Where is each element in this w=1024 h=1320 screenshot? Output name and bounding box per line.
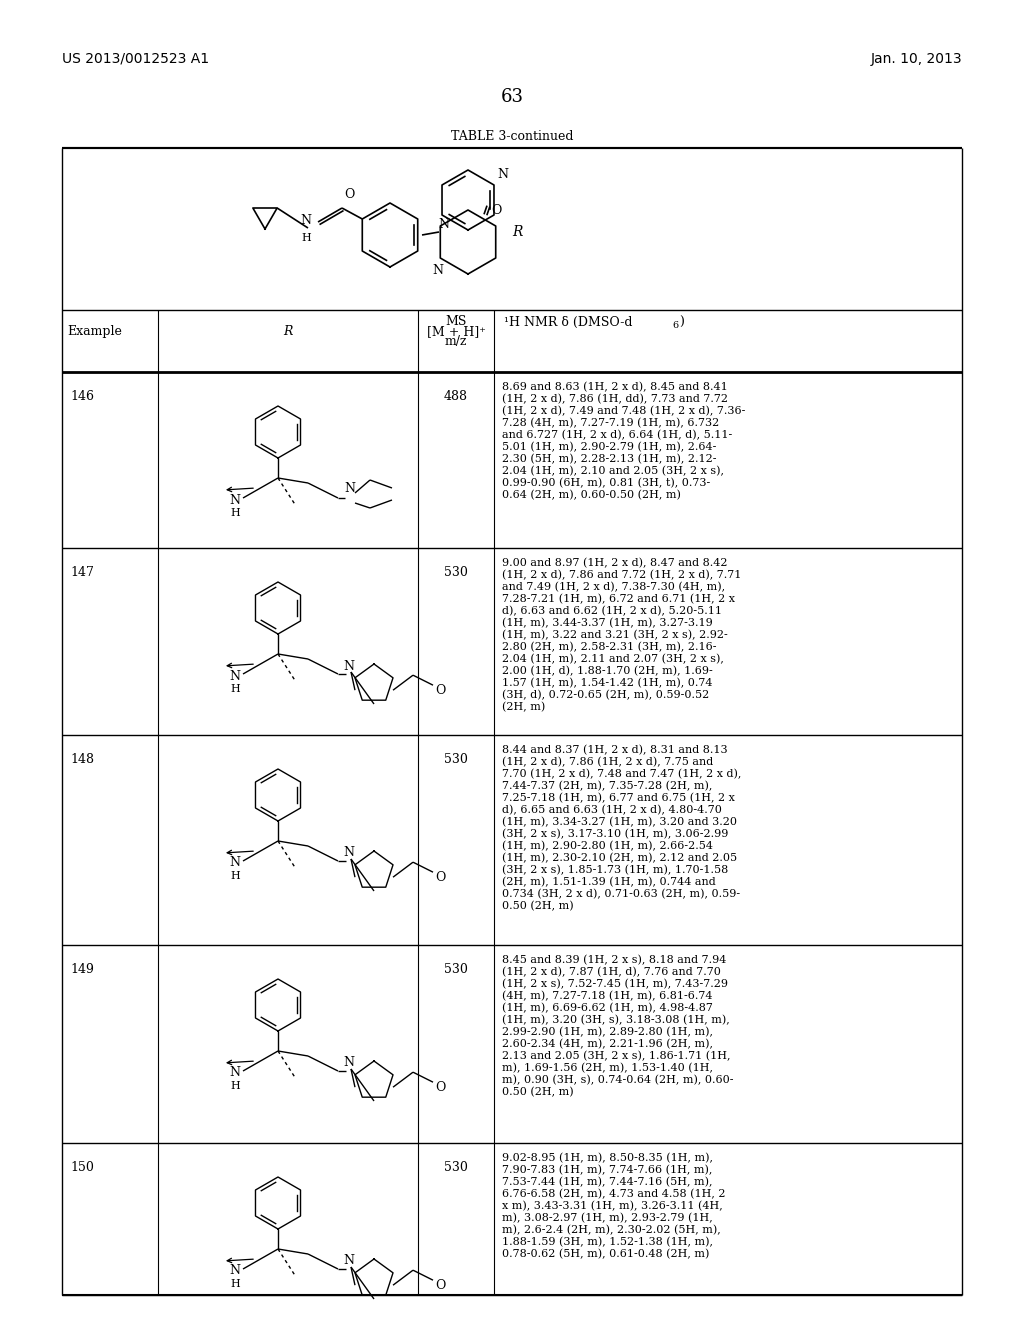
Text: H: H bbox=[230, 1279, 240, 1290]
Text: O: O bbox=[435, 684, 445, 697]
Text: H: H bbox=[230, 871, 240, 880]
Text: O: O bbox=[435, 871, 445, 883]
Text: m/z: m/z bbox=[444, 335, 467, 348]
Text: 530: 530 bbox=[444, 566, 468, 579]
Text: R: R bbox=[284, 325, 293, 338]
Text: MS: MS bbox=[445, 315, 467, 327]
Text: 8.69 and 8.63 (1H, 2 x d), 8.45 and 8.41
(1H, 2 x d), 7.86 (1H, dd), 7.73 and 7.: 8.69 and 8.63 (1H, 2 x d), 8.45 and 8.41… bbox=[502, 381, 745, 500]
Text: H: H bbox=[230, 508, 240, 517]
Text: 150: 150 bbox=[70, 1162, 94, 1173]
Text: N: N bbox=[344, 482, 355, 495]
Text: O: O bbox=[344, 187, 354, 201]
Text: N: N bbox=[343, 660, 354, 672]
Text: N: N bbox=[343, 1056, 354, 1069]
Text: 149: 149 bbox=[70, 964, 94, 975]
Text: 530: 530 bbox=[444, 1162, 468, 1173]
Text: ¹H NMR δ (DMSO-d: ¹H NMR δ (DMSO-d bbox=[504, 315, 633, 329]
Text: 9.00 and 8.97 (1H, 2 x d), 8.47 and 8.42
(1H, 2 x d), 7.86 and 7.72 (1H, 2 x d),: 9.00 and 8.97 (1H, 2 x d), 8.47 and 8.42… bbox=[502, 558, 741, 713]
Text: 8.45 and 8.39 (1H, 2 x s), 8.18 and 7.94
(1H, 2 x d), 7.87 (1H, d), 7.76 and 7.7: 8.45 and 8.39 (1H, 2 x s), 8.18 and 7.94… bbox=[502, 954, 733, 1097]
Text: Jan. 10, 2013: Jan. 10, 2013 bbox=[870, 51, 962, 66]
Text: N: N bbox=[433, 264, 443, 276]
Text: TABLE 3-continued: TABLE 3-continued bbox=[451, 129, 573, 143]
Text: O: O bbox=[490, 205, 502, 216]
Text: Example: Example bbox=[67, 325, 122, 338]
Text: O: O bbox=[435, 1279, 445, 1292]
Text: R: R bbox=[512, 224, 522, 239]
Text: N: N bbox=[497, 169, 508, 181]
Text: 530: 530 bbox=[444, 752, 468, 766]
Text: 6: 6 bbox=[672, 321, 678, 330]
Text: 8.44 and 8.37 (1H, 2 x d), 8.31 and 8.13
(1H, 2 x d), 7.86 (1H, 2 x d), 7.75 and: 8.44 and 8.37 (1H, 2 x d), 8.31 and 8.13… bbox=[502, 744, 741, 912]
Text: [M + H]⁺: [M + H]⁺ bbox=[427, 325, 485, 338]
Text: N: N bbox=[229, 669, 241, 682]
Text: N: N bbox=[343, 846, 354, 859]
Text: N: N bbox=[229, 857, 241, 870]
Text: 530: 530 bbox=[444, 964, 468, 975]
Text: ): ) bbox=[679, 315, 684, 329]
Text: H: H bbox=[230, 1081, 240, 1092]
Text: N: N bbox=[229, 494, 241, 507]
Text: 146: 146 bbox=[70, 389, 94, 403]
Text: 147: 147 bbox=[70, 566, 94, 579]
Text: 63: 63 bbox=[501, 88, 523, 106]
Text: 148: 148 bbox=[70, 752, 94, 766]
Text: H: H bbox=[230, 684, 240, 694]
Text: N: N bbox=[300, 214, 311, 227]
Text: N: N bbox=[438, 218, 450, 231]
Text: O: O bbox=[435, 1081, 445, 1094]
Text: N: N bbox=[229, 1067, 241, 1080]
Text: 488: 488 bbox=[444, 389, 468, 403]
Text: N: N bbox=[343, 1254, 354, 1267]
Text: H: H bbox=[301, 234, 311, 243]
Text: US 2013/0012523 A1: US 2013/0012523 A1 bbox=[62, 51, 209, 66]
Text: 9.02-8.95 (1H, m), 8.50-8.35 (1H, m),
7.90-7.83 (1H, m), 7.74-7.66 (1H, m),
7.53: 9.02-8.95 (1H, m), 8.50-8.35 (1H, m), 7.… bbox=[502, 1152, 725, 1259]
Text: N: N bbox=[229, 1265, 241, 1278]
